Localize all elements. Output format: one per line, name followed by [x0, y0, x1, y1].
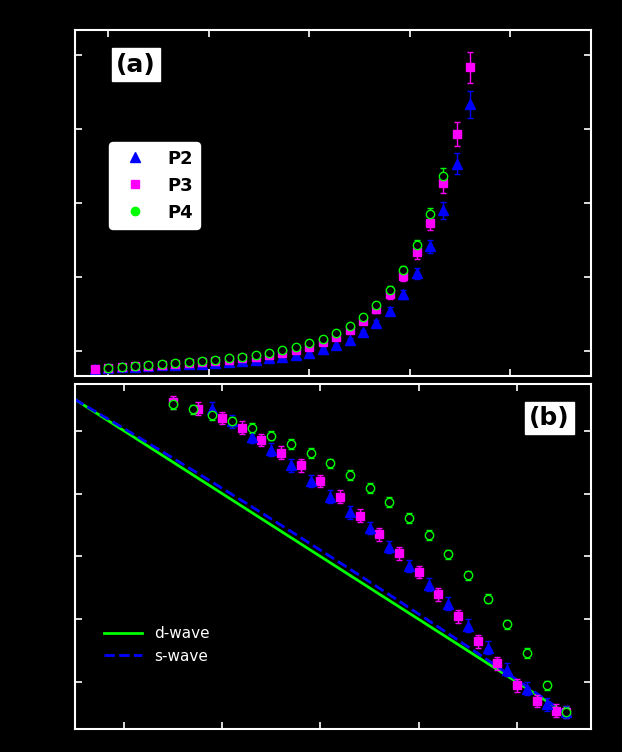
Text: (a): (a) [116, 53, 156, 77]
Legend: d-wave, s-wave: d-wave, s-wave [98, 620, 216, 670]
Text: (b): (b) [529, 406, 570, 430]
Legend: P2, P3, P4: P2, P3, P4 [109, 142, 200, 229]
